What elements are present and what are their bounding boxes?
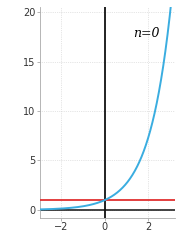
Text: n=0: n=0 [133, 27, 160, 40]
